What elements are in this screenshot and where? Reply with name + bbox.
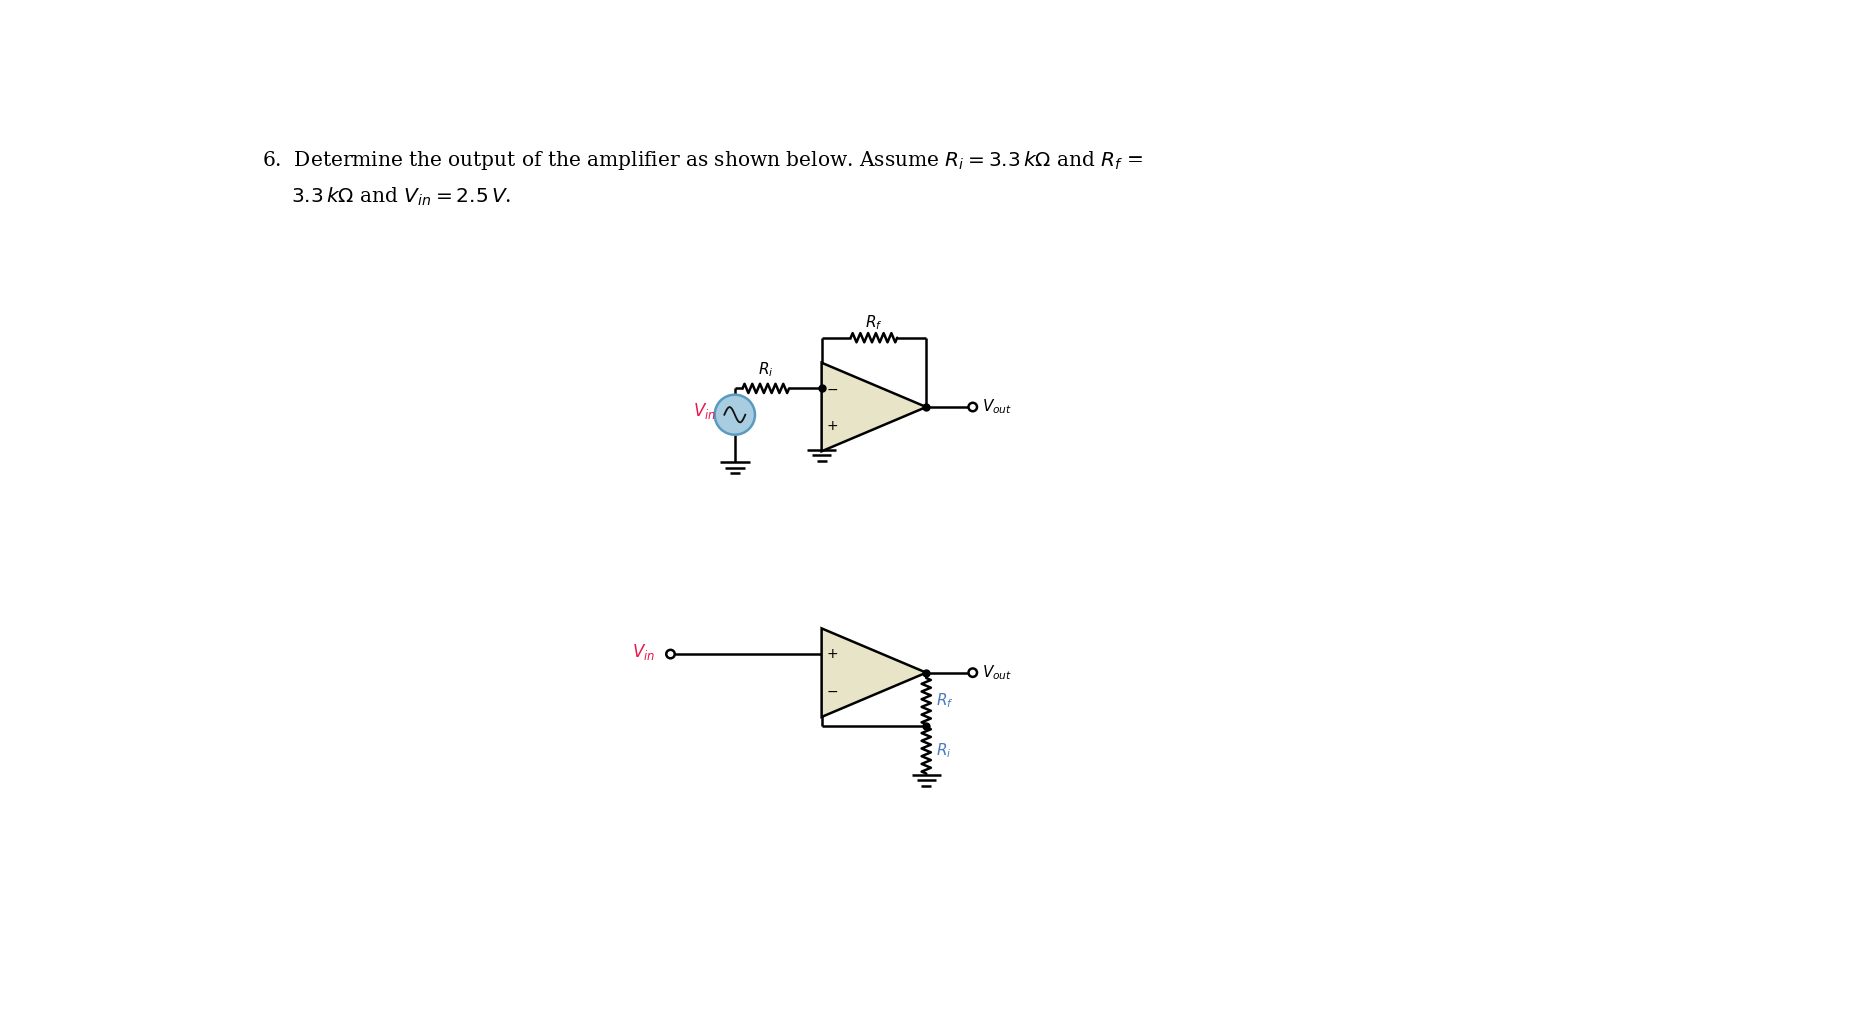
Text: $V_{in}$: $V_{in}$	[633, 642, 655, 662]
Text: $-$: $-$	[826, 684, 839, 698]
Circle shape	[968, 402, 977, 412]
Text: $R_i$: $R_i$	[757, 360, 774, 379]
Text: $R_f$: $R_f$	[936, 692, 953, 711]
Text: $-$: $-$	[826, 381, 839, 395]
Text: $+$: $+$	[826, 419, 839, 432]
Polygon shape	[821, 629, 927, 717]
Text: 6.  Determine the output of the amplifier as shown below. Assume $R_i = 3.3\,k\O: 6. Determine the output of the amplifier…	[262, 150, 1145, 172]
Text: $V_{out}$: $V_{out}$	[983, 664, 1012, 682]
Text: $R_i$: $R_i$	[936, 741, 951, 760]
Text: $+$: $+$	[826, 647, 839, 662]
Circle shape	[666, 650, 676, 658]
Circle shape	[968, 669, 977, 677]
Text: $3.3\,k\Omega$ and $V_{in} = 2.5\,V$.: $3.3\,k\Omega$ and $V_{in} = 2.5\,V$.	[290, 185, 512, 208]
Circle shape	[715, 394, 756, 435]
Polygon shape	[821, 362, 927, 452]
Text: $V_{in}$: $V_{in}$	[692, 400, 716, 421]
Text: $V_{out}$: $V_{out}$	[983, 397, 1012, 417]
Text: $R_f$: $R_f$	[865, 313, 882, 333]
